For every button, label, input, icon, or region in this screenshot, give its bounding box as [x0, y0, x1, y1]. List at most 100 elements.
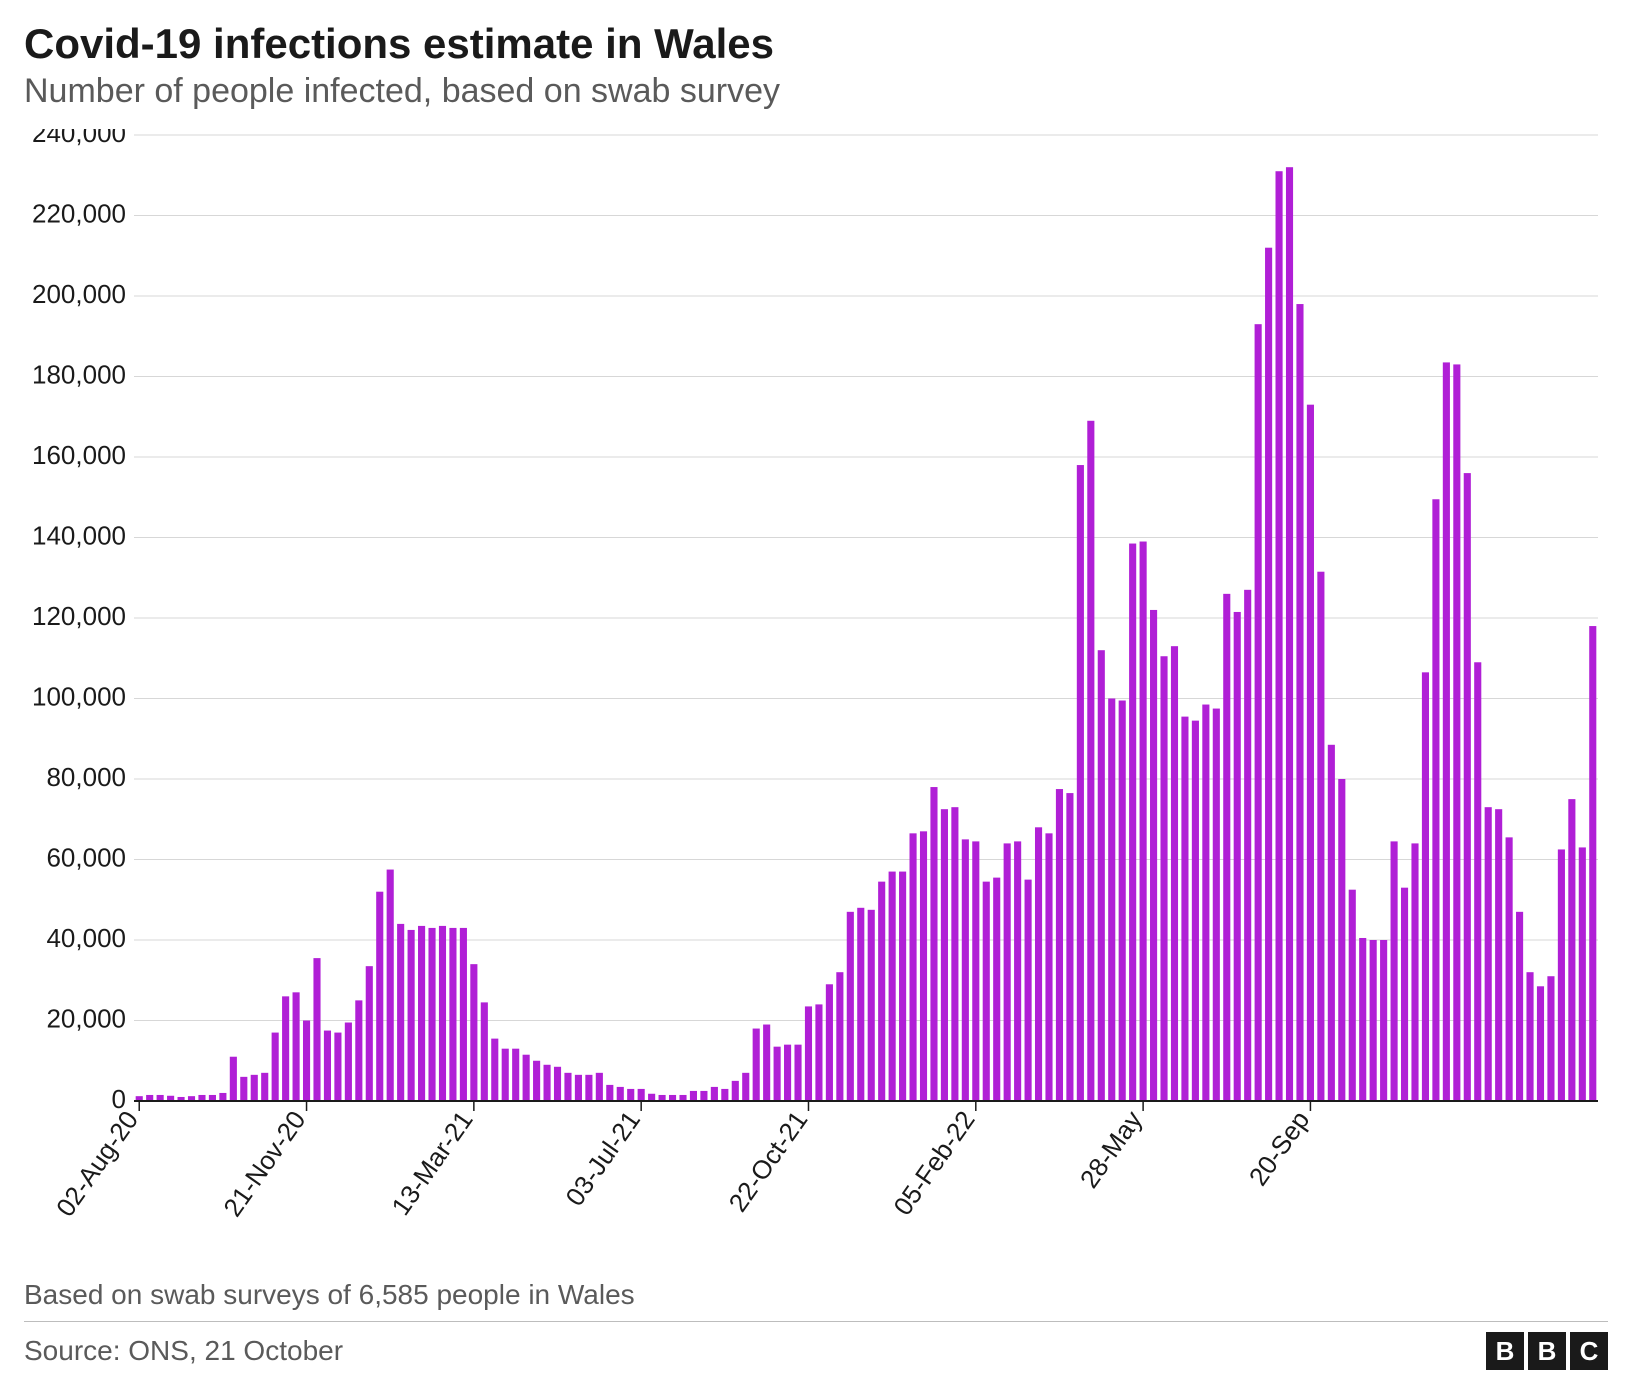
- chart-bar: [648, 1094, 655, 1101]
- bbc-logo-letter: C: [1570, 1332, 1608, 1370]
- svg-text:05-Feb-22: 05-Feb-22: [887, 1105, 980, 1220]
- chart-bar: [428, 928, 435, 1101]
- chart-bar: [575, 1075, 582, 1101]
- chart-bar: [376, 892, 383, 1101]
- chart-bar: [1359, 938, 1366, 1101]
- chart-source: Source: ONS, 21 October: [24, 1335, 343, 1367]
- chart-bar: [951, 807, 958, 1101]
- chart-bar: [313, 958, 320, 1101]
- svg-text:180,000: 180,000: [32, 359, 126, 389]
- chart-bar: [460, 928, 467, 1101]
- chart-bar: [366, 966, 373, 1101]
- chart-bar: [1045, 833, 1052, 1101]
- svg-text:100,000: 100,000: [32, 681, 126, 711]
- chart-bar: [1411, 843, 1418, 1101]
- chart-bar: [638, 1089, 645, 1101]
- chart-bar: [1171, 646, 1178, 1101]
- chart-bar: [418, 926, 425, 1101]
- chart-area: 020,00040,00060,00080,000100,000120,0001…: [24, 129, 1608, 1271]
- chart-bar: [1181, 717, 1188, 1101]
- chart-bar: [1255, 324, 1262, 1101]
- chart-bar: [1077, 465, 1084, 1101]
- chart-bar: [815, 1004, 822, 1101]
- chart-bar: [1202, 705, 1209, 1101]
- chart-bar: [1338, 779, 1345, 1101]
- chart-bar: [868, 910, 875, 1101]
- chart-bar: [251, 1075, 258, 1101]
- svg-text:60,000: 60,000: [46, 842, 126, 872]
- chart-bar: [690, 1091, 697, 1101]
- chart-bar: [920, 831, 927, 1101]
- svg-text:13-Mar-21: 13-Mar-21: [385, 1105, 478, 1220]
- chart-bar: [1223, 594, 1230, 1101]
- chart-bar: [1526, 972, 1533, 1101]
- chart-bar: [993, 878, 1000, 1101]
- chart-bar: [1160, 656, 1167, 1101]
- bbc-logo: BBC: [1486, 1332, 1608, 1370]
- svg-text:02-Aug-20: 02-Aug-20: [50, 1105, 144, 1222]
- chart-bar: [397, 924, 404, 1101]
- chart-bar: [606, 1085, 613, 1101]
- chart-bar: [1035, 827, 1042, 1101]
- chart-bar: [930, 787, 937, 1101]
- chart-bar: [303, 1021, 310, 1102]
- chart-bar: [1265, 248, 1272, 1101]
- svg-text:21-Nov-20: 21-Nov-20: [217, 1105, 311, 1222]
- chart-bar: [1307, 405, 1314, 1101]
- chart-bar: [230, 1057, 237, 1101]
- chart-bar: [1014, 841, 1021, 1101]
- chart-bar: [293, 992, 300, 1101]
- chart-bar: [1286, 167, 1293, 1101]
- chart-bar: [1150, 610, 1157, 1101]
- chart-bar: [742, 1073, 749, 1101]
- chart-bar: [1401, 888, 1408, 1101]
- chart-bar: [1234, 612, 1241, 1101]
- svg-text:200,000: 200,000: [32, 279, 126, 309]
- bbc-logo-letter: B: [1486, 1332, 1524, 1370]
- chart-bar: [1119, 701, 1126, 1101]
- svg-text:20,000: 20,000: [46, 1003, 126, 1033]
- chart-bar: [847, 912, 854, 1101]
- chart-bar: [261, 1073, 268, 1101]
- chart-bar: [282, 996, 289, 1101]
- chart-bar: [1432, 499, 1439, 1101]
- chart-bar: [1140, 542, 1147, 1101]
- chart-bar: [596, 1073, 603, 1101]
- chart-bar: [449, 928, 456, 1101]
- svg-text:140,000: 140,000: [32, 520, 126, 550]
- chart-bar: [564, 1073, 571, 1101]
- chart-bar: [700, 1091, 707, 1101]
- chart-bar: [857, 908, 864, 1101]
- chart-bar: [784, 1045, 791, 1101]
- chart-bar: [711, 1087, 718, 1101]
- chart-bar: [1349, 890, 1356, 1101]
- chart-bar: [1537, 986, 1544, 1101]
- chart-bar: [1380, 940, 1387, 1101]
- chart-bar: [324, 1031, 331, 1101]
- chart-bar: [1192, 721, 1199, 1101]
- bbc-logo-letter: B: [1528, 1332, 1566, 1370]
- chart-bar: [753, 1029, 760, 1101]
- chart-bar: [387, 870, 394, 1101]
- svg-text:80,000: 80,000: [46, 762, 126, 792]
- svg-text:28-May: 28-May: [1074, 1105, 1148, 1193]
- chart-bar: [1129, 544, 1136, 1101]
- chart-bar: [219, 1093, 226, 1101]
- chart-bar: [1422, 672, 1429, 1101]
- svg-text:40,000: 40,000: [46, 923, 126, 953]
- chart-bar: [502, 1049, 509, 1101]
- chart-bar: [1506, 837, 1513, 1101]
- chart-bar: [1579, 847, 1586, 1101]
- bar-chart: 020,00040,00060,00080,000100,000120,0001…: [24, 129, 1608, 1271]
- chart-bar: [1558, 849, 1565, 1101]
- chart-bar: [1516, 912, 1523, 1101]
- chart-bar: [1276, 171, 1283, 1101]
- chart-subtitle: Number of people infected, based on swab…: [24, 72, 1608, 111]
- chart-bar: [1317, 572, 1324, 1101]
- chart-bar: [1066, 793, 1073, 1101]
- chart-bar: [355, 1000, 362, 1101]
- chart-bar: [1443, 362, 1450, 1101]
- chart-bar: [627, 1089, 634, 1101]
- chart-bar: [1547, 976, 1554, 1101]
- chart-bar: [1087, 421, 1094, 1101]
